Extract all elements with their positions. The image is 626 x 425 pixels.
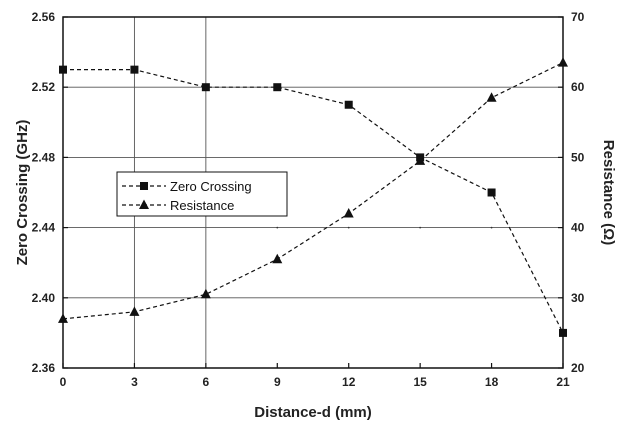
y-right-tick-label: 40 — [571, 221, 585, 235]
grid-dot — [347, 226, 350, 229]
resistance-point — [200, 288, 211, 299]
y-left-tick-label: 2.52 — [32, 80, 56, 94]
y-right-tick-label: 70 — [571, 10, 585, 24]
zero-crossing-point — [273, 83, 282, 92]
resistance-point — [558, 57, 568, 67]
y-axis-right-title: Resistance (Ω) — [600, 140, 617, 245]
resistance-point — [486, 92, 497, 102]
y-right-tick-label: 30 — [571, 291, 585, 305]
legend-triangle-marker — [139, 199, 149, 209]
zero-crossing-point — [559, 328, 567, 337]
y-left-tick-label: 2.44 — [32, 221, 56, 235]
resistance-point — [272, 253, 283, 264]
x-tick-label: 9 — [274, 375, 281, 389]
zero-crossing-point — [201, 83, 210, 92]
resistance-point — [415, 155, 426, 165]
x-tick-label: 6 — [203, 375, 210, 389]
resistance-line — [62, 62, 564, 320]
resistance-point — [343, 208, 354, 218]
y-left-tick-label: 2.40 — [32, 291, 56, 305]
y-left-tick-label: 2.48 — [32, 150, 56, 164]
x-tick-label: 18 — [485, 375, 499, 389]
legend-entry-zero-crossing: Zero Crossing — [122, 179, 252, 194]
zero-crossing-point — [487, 188, 496, 197]
series — [58, 57, 568, 337]
grid-dot — [490, 226, 493, 229]
axis-ticks: 2.36 2.40 2.44 2.48 2.52 2.56 20 30 40 50 60 70 0 3 6 9… — [32, 10, 585, 389]
grid-dot — [419, 226, 422, 229]
x-tick-label: 21 — [556, 375, 570, 389]
resistance-point — [58, 313, 68, 323]
y-left-tick-label: 2.36 — [32, 361, 56, 375]
x-tick-label: 12 — [342, 375, 356, 389]
legend-resistance-label: Resistance — [170, 198, 234, 213]
y-right-tick-label: 50 — [571, 150, 585, 164]
y-left-tick-label: 2.56 — [32, 10, 56, 24]
legend-square-marker — [140, 182, 148, 190]
zero-crossing-point — [344, 100, 353, 109]
resistance-point — [129, 306, 140, 316]
x-axis-title: Distance-d (mm) — [254, 404, 372, 421]
zero-crossing-point — [59, 65, 67, 74]
legend-entry-resistance: Resistance — [122, 198, 234, 213]
legend: Zero Crossing Resistance — [116, 171, 288, 217]
plot-frame — [62, 16, 564, 369]
zero-crossing-point — [130, 65, 139, 74]
legend-zero-crossing-label: Zero Crossing — [170, 179, 252, 194]
zero-crossing-line — [63, 69, 564, 334]
x-tick-label: 15 — [413, 375, 427, 389]
y-right-tick-label: 20 — [571, 361, 585, 375]
x-tick-label: 3 — [131, 375, 138, 389]
grid-dot — [276, 226, 279, 229]
x-tick-label: 0 — [60, 375, 67, 389]
y-right-tick-label: 60 — [571, 80, 585, 94]
y-axis-left-title: Zero Crossing (GHz) — [14, 120, 31, 266]
